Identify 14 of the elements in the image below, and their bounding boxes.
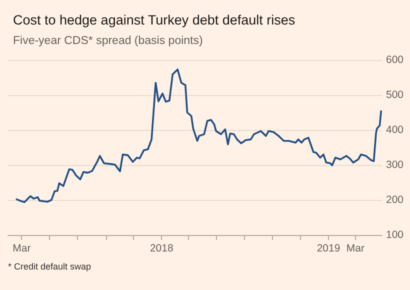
y-tick-label: 400 bbox=[386, 124, 404, 136]
y-tick-label: 500 bbox=[386, 89, 404, 101]
x-tick-label: 2019 bbox=[316, 242, 340, 254]
x-tick-label: 2018 bbox=[150, 242, 174, 254]
x-tick-label: Mar bbox=[346, 242, 366, 254]
y-tick-label: 300 bbox=[386, 159, 404, 171]
text: * Credit default swap bbox=[8, 262, 92, 272]
line-series bbox=[16, 68, 382, 203]
y-tick-label: 100 bbox=[386, 229, 404, 241]
chart-title: Cost to hedge against Turkey debt default rises bbox=[13, 12, 296, 28]
y-tick-label: 200 bbox=[386, 194, 404, 206]
x-tick-label: Mar bbox=[12, 242, 32, 254]
y-tick-label: 600 bbox=[386, 54, 404, 66]
chart-subtitle: Five-year CDS* spread (basis points) bbox=[13, 35, 203, 47]
